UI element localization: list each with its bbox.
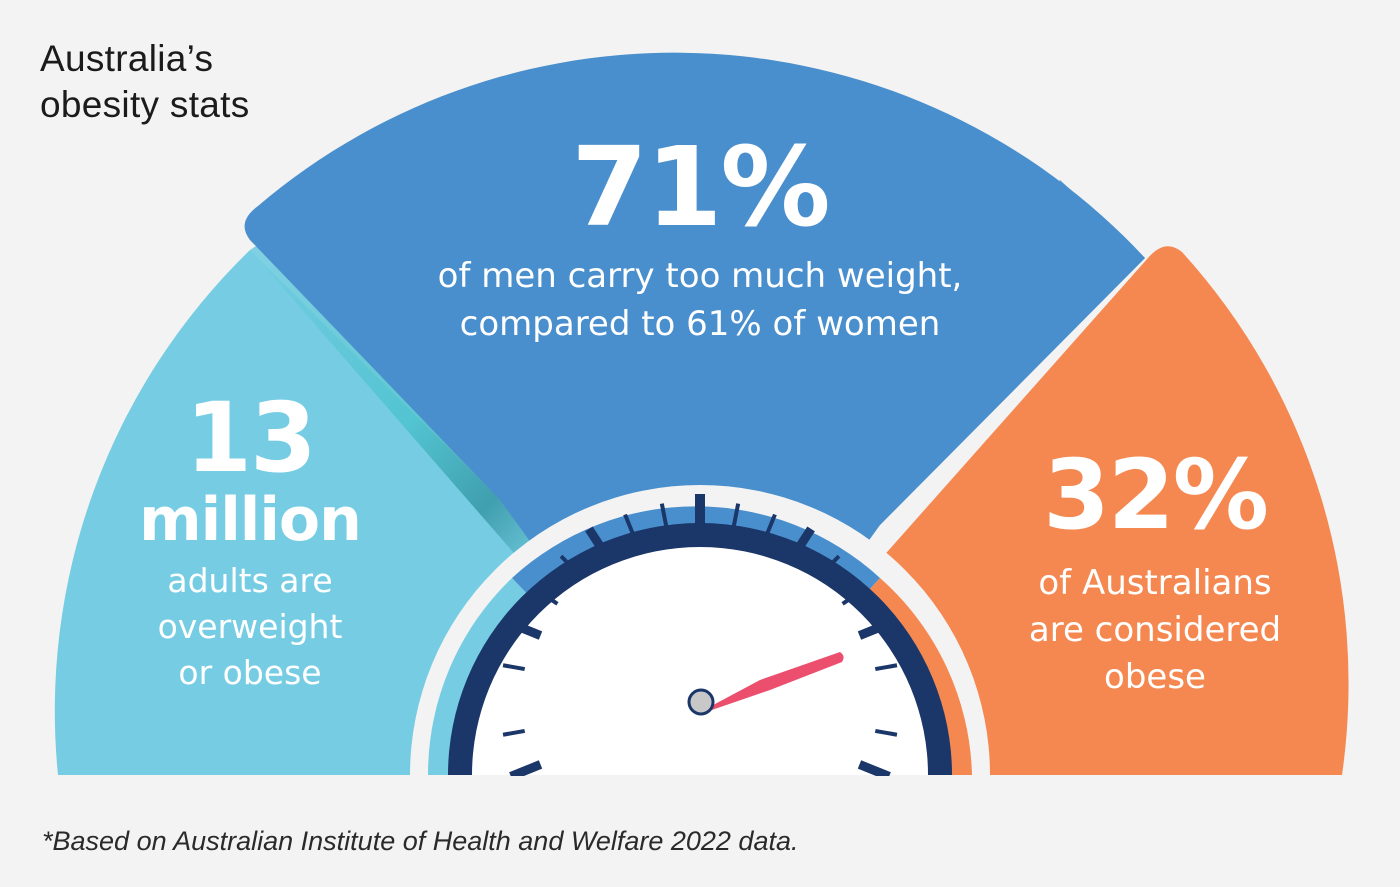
title-line-2: obesity stats — [40, 84, 250, 125]
left-stat-value: 13 — [185, 382, 317, 494]
title-line-1: Australia’s — [40, 38, 214, 79]
top-stat: 71% of men carry too much weight, compar… — [350, 122, 1050, 348]
gauge-ticks — [502, 494, 898, 781]
gauge-needle — [700, 652, 844, 712]
top-stat-line-1: of men carry too much weight, — [437, 256, 963, 296]
top-segment-shadow — [850, 180, 1145, 525]
top-stat-line-2: compared to 61% of women — [459, 304, 941, 344]
footnote: *Based on Australian Institute of Health… — [42, 826, 799, 856]
top-stat-value: 71% — [571, 123, 830, 251]
baseline — [0, 776, 1400, 887]
left-stat-unit: million — [139, 485, 362, 555]
left-stat: 13 million adults are overweight or obes… — [120, 388, 380, 696]
gauge-face — [472, 547, 928, 775]
right-stat-line-3: obese — [1104, 657, 1206, 697]
left-stat-line-2: overweight — [157, 607, 343, 646]
right-stat-line-1: of Australians — [1038, 563, 1272, 603]
gauge-hub — [687, 688, 715, 716]
right-stat-value: 32% — [1043, 439, 1269, 551]
left-stat-line-3: or obese — [178, 653, 322, 692]
right-stat: 32% of Australians are considered obese — [1000, 430, 1310, 701]
left-stat-line-1: adults are — [167, 561, 333, 600]
top-segment — [244, 52, 1146, 775]
page-title: Australia’s obesity stats — [40, 36, 250, 128]
right-stat-line-2: are considered — [1028, 610, 1282, 650]
